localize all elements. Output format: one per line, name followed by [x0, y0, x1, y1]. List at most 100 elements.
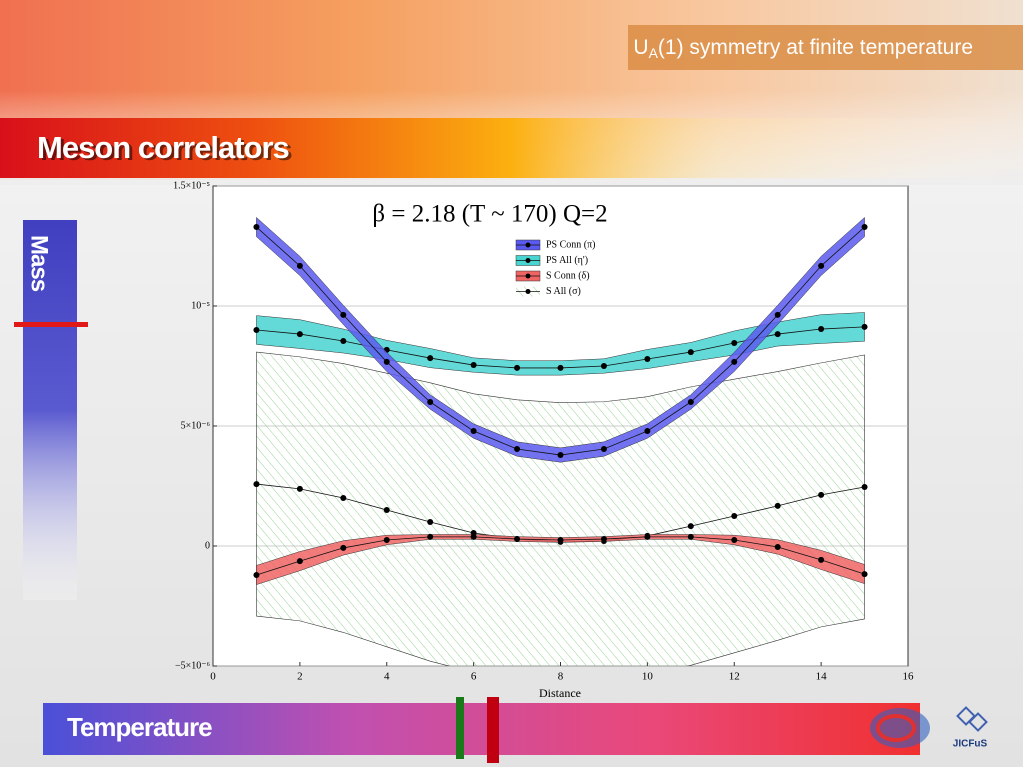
mass-label: Mass: [26, 235, 53, 292]
data-point: [731, 358, 738, 365]
data-point: [340, 338, 347, 345]
chart-annotation: β = 2.18 (T ~ 170) Q=2: [372, 201, 607, 228]
error-band: [256, 351, 865, 666]
data-point: [687, 523, 694, 530]
legend-label: S Conn (δ): [546, 270, 590, 281]
data-point: [470, 362, 477, 369]
data-point: [296, 485, 303, 492]
data-point: [470, 428, 477, 435]
legend-label: PS All (η'): [546, 255, 588, 266]
x-tick-label: 0: [210, 671, 216, 683]
x-axis-label: Distance: [539, 686, 581, 700]
data-point: [557, 452, 564, 459]
data-point: [774, 311, 781, 318]
x-tick-label: 6: [471, 671, 477, 683]
data-point: [427, 519, 434, 525]
y-tick-label: 0: [205, 540, 210, 551]
x-tick-label: 16: [903, 671, 915, 683]
data-point: [514, 446, 521, 453]
data-point: [644, 533, 651, 540]
logo-text: JICFuS: [953, 739, 988, 750]
data-point: [296, 558, 303, 565]
y-tick-label: 5×10⁻⁶: [181, 420, 211, 431]
data-point: [600, 446, 607, 453]
banner: [0, 118, 1023, 178]
x-tick-label: 2: [297, 671, 303, 683]
data-point: [687, 349, 694, 356]
data-point: [296, 331, 303, 338]
data-point: [861, 323, 868, 330]
data-point: [514, 536, 521, 543]
legend-dot: [525, 273, 531, 279]
data-point: [731, 339, 738, 346]
legend-dot: [525, 258, 531, 263]
legend-dot: [525, 289, 531, 294]
x-tick-label: 8: [558, 671, 564, 683]
data-point: [774, 331, 781, 338]
data-point: [253, 481, 260, 488]
data-point: [557, 537, 564, 543]
banner-title: Meson correlators: [37, 130, 289, 165]
data-point: [514, 364, 521, 371]
data-point: [253, 327, 260, 333]
data-point: [383, 537, 390, 543]
y-tick-label: 1.5×10⁻⁵: [173, 180, 210, 191]
header-box: [628, 25, 1023, 70]
data-point: [383, 507, 390, 513]
data-point: [600, 536, 607, 543]
data-point: [340, 311, 347, 318]
data-point: [557, 364, 564, 371]
data-point: [861, 483, 868, 490]
mass-bar: [23, 220, 77, 600]
data-point: [818, 326, 825, 333]
mass-marker: [14, 322, 88, 327]
temperature-label: Temperature: [67, 712, 212, 742]
plot: −5×10⁻⁶05×10⁻⁶10⁻⁵1.5×10⁻⁵0 2 4 6 8 10 12 14 16P…: [173, 180, 914, 682]
data-point: [818, 262, 825, 269]
data-point: [687, 399, 694, 405]
y-tick-label: −5×10⁻⁶: [175, 660, 211, 671]
banner-shadow: Meson correlators: [40, 132, 292, 167]
data-point: [383, 358, 390, 365]
x-tick-label: 10: [642, 671, 654, 683]
legend-label: PS Conn (π): [546, 239, 596, 250]
x-tick-label: 14: [816, 671, 828, 683]
logo-right: [956, 706, 988, 732]
data-point: [687, 533, 694, 540]
data-point: [470, 533, 477, 540]
data-point: [644, 428, 651, 435]
data-point: [731, 513, 738, 519]
data-point: [600, 363, 607, 369]
data-point: [774, 543, 781, 550]
header-title: UA(1) symmetry at finite temperature: [633, 36, 973, 61]
data-point: [340, 544, 347, 551]
data-point: [253, 224, 260, 231]
data-point: [818, 556, 825, 563]
temperature-marker-green: [456, 697, 464, 759]
series-layer: [253, 216, 868, 666]
data-point: [774, 502, 781, 509]
data-point: [427, 399, 434, 405]
data-point: [861, 571, 868, 578]
data-point: [340, 495, 347, 501]
logo-left-swirl: [876, 714, 916, 742]
data-point: [427, 533, 434, 540]
data-point: [818, 491, 825, 498]
data-point: [644, 356, 651, 363]
x-tick-label: 4: [384, 671, 390, 683]
data-point: [427, 355, 434, 362]
x-tick-label: 12: [729, 671, 740, 683]
legend-label: S All (σ): [546, 286, 581, 297]
legend-dot: [525, 242, 531, 248]
temperature-marker-red: [487, 697, 499, 763]
data-point: [861, 224, 868, 231]
data-point: [253, 572, 260, 579]
data-point: [731, 537, 738, 543]
error-band: [256, 216, 865, 463]
error-band: [256, 312, 865, 376]
y-tick-label: 10⁻⁵: [191, 300, 210, 311]
data-point: [296, 262, 303, 269]
temperature-bar: [43, 703, 920, 755]
